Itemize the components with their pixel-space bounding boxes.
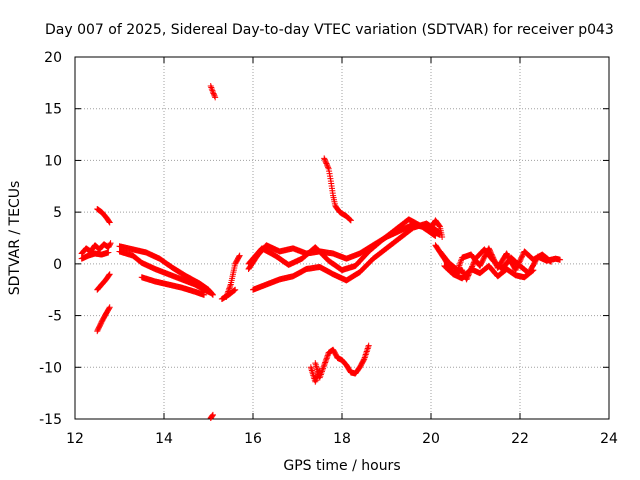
data-points bbox=[78, 82, 564, 421]
data-series-h bbox=[138, 274, 208, 298]
data-series-r bbox=[307, 364, 323, 385]
data-series-o bbox=[250, 220, 443, 293]
data-point bbox=[107, 241, 114, 248]
data-point bbox=[463, 276, 470, 283]
data-point bbox=[211, 91, 218, 98]
chart-title: Day 007 of 2025, Sidereal Day-to-day VTE… bbox=[45, 22, 614, 38]
data-series-g bbox=[116, 248, 214, 296]
data-point bbox=[365, 342, 372, 349]
data-point bbox=[321, 156, 328, 163]
data-series-c bbox=[94, 206, 113, 226]
y-tick-label: 20 bbox=[44, 50, 62, 66]
data-point bbox=[210, 90, 217, 97]
y-tick-label: 0 bbox=[53, 257, 62, 273]
data-point bbox=[316, 367, 323, 374]
x-tick-label: 20 bbox=[422, 431, 440, 447]
y-tick-label: -10 bbox=[39, 360, 62, 376]
data-point bbox=[322, 157, 329, 164]
x-tick-label: 14 bbox=[155, 431, 173, 447]
data-point bbox=[106, 219, 113, 226]
data-point bbox=[315, 370, 322, 377]
grid-lines bbox=[75, 57, 609, 419]
data-point bbox=[323, 160, 330, 167]
data-point bbox=[236, 252, 243, 259]
data-point bbox=[347, 216, 354, 223]
y-tick-label: -5 bbox=[48, 309, 62, 325]
data-point bbox=[323, 161, 330, 168]
data-series-t bbox=[436, 245, 555, 274]
data-series-b bbox=[78, 249, 112, 262]
data-point bbox=[530, 267, 537, 274]
data-series-l bbox=[218, 286, 239, 303]
data-point bbox=[321, 155, 328, 162]
y-tick-label: 10 bbox=[44, 153, 62, 169]
data-point bbox=[313, 374, 320, 381]
y-tick-label: -15 bbox=[39, 412, 62, 428]
data-point bbox=[313, 375, 320, 382]
data-point bbox=[106, 304, 113, 311]
data-point bbox=[439, 233, 446, 240]
data-point bbox=[324, 163, 331, 170]
y-axis-title: SDTVAR / TECUs bbox=[7, 181, 23, 296]
data-point bbox=[557, 256, 564, 263]
data-point bbox=[546, 257, 553, 264]
data-point bbox=[360, 357, 367, 364]
x-tick-label: 16 bbox=[244, 431, 262, 447]
y-tick-label: 5 bbox=[53, 205, 62, 221]
data-point bbox=[106, 218, 113, 225]
data-point bbox=[209, 89, 216, 96]
data-point bbox=[207, 289, 214, 296]
data-point bbox=[201, 291, 208, 298]
data-point bbox=[529, 268, 536, 275]
data-series-d bbox=[94, 271, 113, 293]
data-series-a bbox=[78, 240, 114, 257]
data-point bbox=[236, 253, 243, 260]
data-point bbox=[325, 164, 332, 171]
data-point bbox=[106, 272, 113, 279]
data-point bbox=[106, 305, 113, 312]
data-point bbox=[529, 267, 536, 274]
data-point bbox=[432, 232, 439, 239]
data-series-q bbox=[312, 342, 372, 381]
data-point bbox=[314, 373, 321, 380]
data-series-j bbox=[207, 411, 216, 421]
axis-ticks bbox=[74, 56, 610, 420]
data-point bbox=[347, 217, 354, 224]
data-point bbox=[107, 240, 114, 247]
data-point bbox=[209, 411, 216, 418]
data-series-e bbox=[94, 304, 113, 335]
tick-labels: 12 14 16 18 20 22 24 -15 -10 -5 0 5 10 15 20 bbox=[39, 50, 618, 447]
data-point bbox=[346, 216, 353, 223]
data-point bbox=[212, 94, 219, 101]
x-tick-label: 18 bbox=[333, 431, 351, 447]
data-point bbox=[436, 222, 443, 229]
data-point bbox=[547, 258, 554, 265]
data-series-i bbox=[207, 82, 219, 101]
data-point bbox=[232, 286, 239, 293]
data-series-p bbox=[321, 155, 354, 224]
data-point bbox=[312, 378, 319, 385]
x-tick-label: 24 bbox=[600, 431, 618, 447]
data-point bbox=[548, 258, 555, 265]
data-point bbox=[322, 159, 329, 166]
x-tick-label: 22 bbox=[511, 431, 529, 447]
x-tick-label: 12 bbox=[66, 431, 84, 447]
data-series-f bbox=[116, 243, 216, 298]
data-point bbox=[105, 249, 112, 256]
x-axis-title: GPS time / hours bbox=[283, 458, 400, 474]
data-point bbox=[315, 371, 322, 378]
data-series-v bbox=[428, 217, 446, 240]
data-point bbox=[316, 368, 323, 375]
data-series-u bbox=[441, 262, 537, 282]
data-point bbox=[312, 377, 319, 384]
y-tick-label: 15 bbox=[44, 102, 62, 118]
data-point bbox=[231, 287, 238, 294]
data-point bbox=[209, 412, 216, 419]
data-point bbox=[230, 287, 237, 294]
data-point bbox=[106, 271, 113, 278]
data-point bbox=[211, 93, 218, 100]
